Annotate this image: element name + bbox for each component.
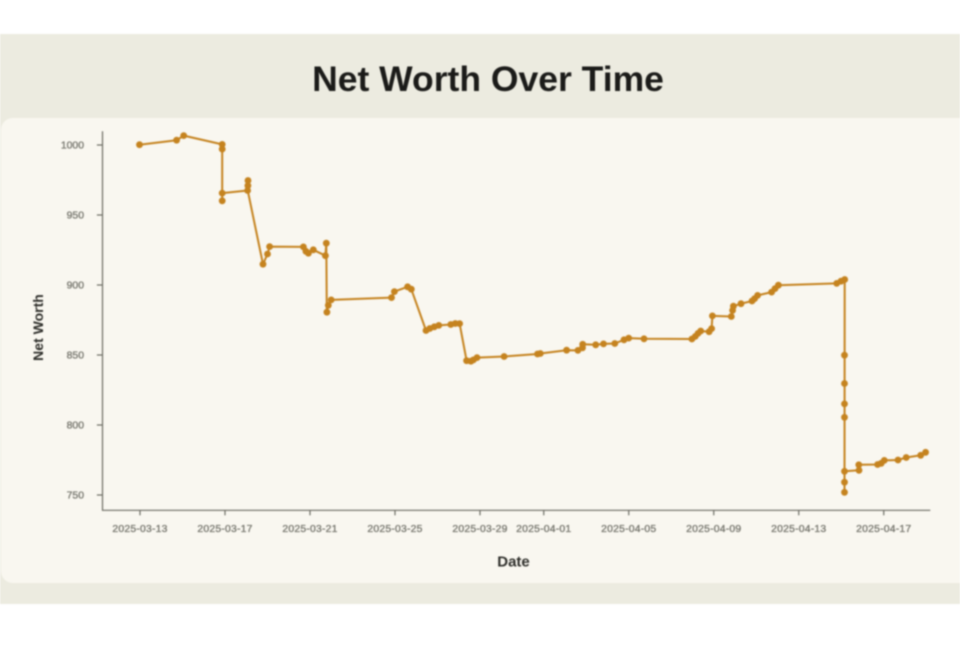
svg-text:850: 850	[67, 351, 85, 362]
svg-text:2025-03-25: 2025-03-25	[367, 524, 422, 535]
svg-text:2025-03-29: 2025-03-29	[452, 524, 507, 535]
svg-text:2025-03-13: 2025-03-13	[112, 524, 167, 535]
svg-text:2025-04-13: 2025-04-13	[771, 524, 826, 535]
svg-text:2025-03-17: 2025-03-17	[197, 524, 252, 535]
svg-text:2025-03-21: 2025-03-21	[282, 524, 337, 535]
svg-text:2025-04-17: 2025-04-17	[856, 524, 911, 535]
svg-text:950: 950	[67, 211, 85, 222]
svg-text:750: 750	[67, 491, 85, 502]
svg-text:Net Worth Over Time: Net Worth Over Time	[312, 59, 664, 99]
svg-text:Date: Date	[497, 553, 530, 570]
svg-text:Net Worth: Net Worth	[30, 294, 46, 361]
svg-text:800: 800	[67, 421, 85, 432]
svg-text:2025-04-01: 2025-04-01	[516, 524, 571, 535]
svg-text:2025-04-09: 2025-04-09	[686, 524, 741, 535]
svg-text:2025-04-05: 2025-04-05	[601, 524, 656, 535]
svg-text:900: 900	[67, 281, 85, 292]
svg-text:1000: 1000	[61, 141, 84, 152]
